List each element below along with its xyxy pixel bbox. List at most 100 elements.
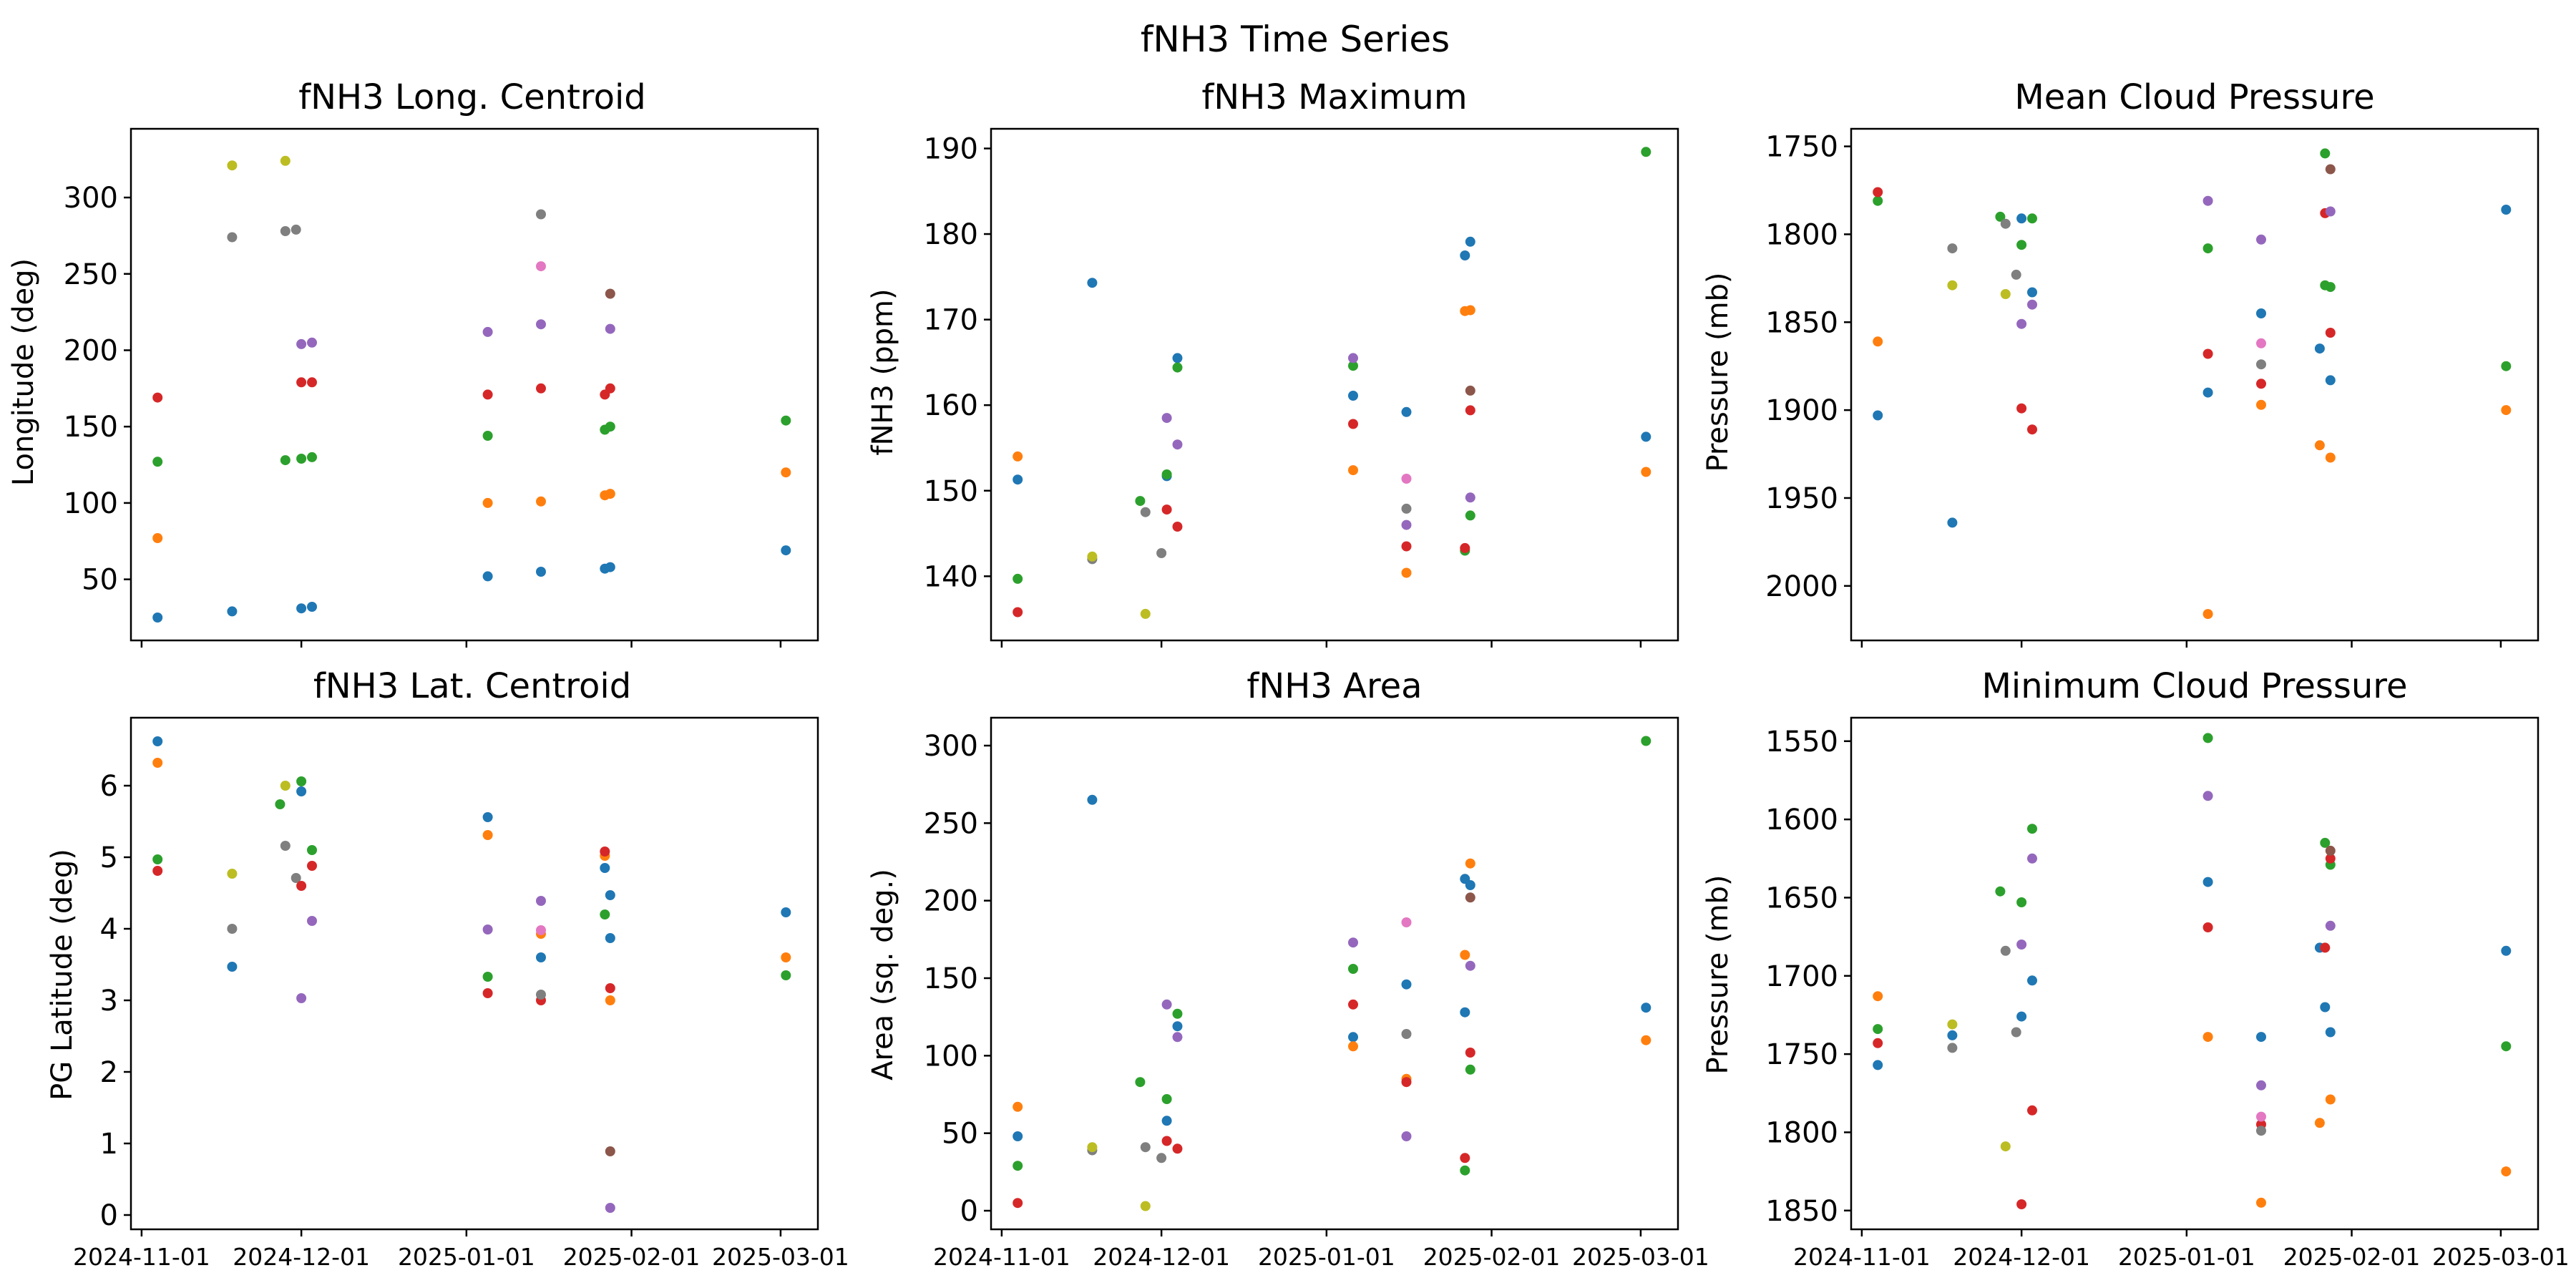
data-point bbox=[2256, 399, 2266, 410]
y-axis-label: fNH3 (ppm) bbox=[867, 288, 899, 455]
data-point bbox=[152, 392, 163, 403]
data-point bbox=[1641, 1002, 1652, 1013]
x-tick-label: 2024-11-01 bbox=[1793, 1243, 1931, 1271]
y-tick-label: 250 bbox=[924, 807, 978, 840]
data-point bbox=[2314, 1118, 2325, 1128]
data-point bbox=[280, 841, 291, 851]
subplot-mean-cloud-pressure: Mean Cloud Pressure Pressure (mb) 1750 18… bbox=[1702, 77, 2540, 648]
data-point bbox=[152, 736, 163, 746]
data-point bbox=[2314, 440, 2325, 451]
axis-ticks: 50 100 150 200 250 300 bbox=[64, 182, 782, 648]
data-point bbox=[536, 952, 546, 962]
scatter-points bbox=[152, 155, 791, 623]
data-point bbox=[1465, 1064, 1475, 1075]
data-point bbox=[1460, 1165, 1470, 1176]
data-point bbox=[296, 993, 307, 1003]
subplot-lon-centroid: fNH3 Long. Centroid Longitude (deg) 50 10… bbox=[7, 77, 819, 648]
x-tick-label: 2025-02-01 bbox=[1423, 1243, 1561, 1271]
data-point bbox=[1460, 250, 1470, 260]
y-tick-label: 5 bbox=[100, 841, 118, 874]
data-point bbox=[280, 226, 291, 236]
data-point bbox=[1401, 979, 1412, 990]
data-point bbox=[536, 496, 546, 507]
axis-ticks: 140 150 160 170 180 190 bbox=[924, 133, 1642, 648]
y-tick-label: 150 bbox=[64, 411, 118, 444]
data-point bbox=[280, 455, 291, 466]
x-tick-label: 2024-12-01 bbox=[1093, 1243, 1230, 1271]
y-tick-label: 1700 bbox=[1765, 960, 1838, 993]
data-point bbox=[1873, 991, 1883, 1002]
data-point bbox=[2501, 945, 2512, 956]
y-tick-label: 1800 bbox=[1765, 1116, 1838, 1149]
plot-frame bbox=[990, 716, 1679, 1231]
data-point bbox=[1460, 1007, 1470, 1018]
y-tick-label: 160 bbox=[924, 389, 978, 422]
data-point bbox=[2325, 282, 2336, 293]
data-point bbox=[2325, 1094, 2336, 1105]
data-point bbox=[2501, 1041, 2512, 1052]
data-point bbox=[2027, 424, 2037, 435]
data-point bbox=[227, 962, 238, 972]
y-tick-label: 300 bbox=[924, 730, 978, 763]
data-point bbox=[1465, 892, 1475, 903]
data-point bbox=[1401, 917, 1412, 927]
data-point bbox=[2256, 359, 2266, 370]
data-point bbox=[280, 781, 291, 791]
data-point bbox=[1641, 431, 1652, 442]
data-point bbox=[1161, 1116, 1172, 1126]
data-point bbox=[2325, 206, 2336, 217]
data-point bbox=[2325, 164, 2336, 175]
data-point bbox=[1161, 469, 1172, 479]
data-point bbox=[1140, 507, 1151, 517]
data-point bbox=[781, 467, 791, 478]
data-point bbox=[2202, 609, 2213, 620]
data-point bbox=[291, 224, 301, 235]
data-point bbox=[1348, 964, 1358, 974]
data-point bbox=[1140, 1201, 1151, 1211]
data-point bbox=[1465, 405, 1475, 416]
data-point bbox=[2027, 824, 2037, 834]
data-point bbox=[152, 866, 163, 876]
data-point bbox=[1465, 510, 1475, 521]
x-tick-label: 2025-03-01 bbox=[1572, 1243, 1709, 1271]
data-point bbox=[1873, 195, 1883, 206]
data-point bbox=[307, 916, 317, 926]
y-tick-label: 150 bbox=[924, 475, 978, 508]
data-point bbox=[1348, 419, 1358, 429]
data-point bbox=[227, 606, 238, 617]
data-point bbox=[2027, 1105, 2037, 1116]
y-axis-label: Pressure (mb) bbox=[1702, 874, 1735, 1074]
data-point bbox=[1401, 503, 1412, 514]
data-point bbox=[1087, 1142, 1098, 1153]
y-tick-label: 3 bbox=[100, 985, 118, 1018]
data-point bbox=[1465, 880, 1475, 890]
data-point bbox=[1013, 451, 1023, 462]
y-axis-label: Longitude (deg) bbox=[7, 258, 40, 486]
x-tick-label: 2024-11-01 bbox=[73, 1243, 210, 1271]
axis-ticks: 1750 1800 1850 1900 1950 2000 bbox=[1765, 131, 2502, 648]
y-tick-label: 1650 bbox=[1765, 882, 1838, 914]
scatter-points bbox=[1013, 147, 1652, 619]
panel-title: fNH3 Area bbox=[1246, 666, 1422, 706]
y-axis-label: PG Latitude (deg) bbox=[46, 849, 79, 1101]
data-point bbox=[2011, 1027, 2021, 1038]
data-point bbox=[2256, 338, 2266, 348]
data-point bbox=[296, 603, 307, 614]
x-tick-label: 2024-11-01 bbox=[933, 1243, 1070, 1271]
data-point bbox=[1947, 280, 1958, 291]
data-point bbox=[1172, 1008, 1183, 1019]
data-point bbox=[2256, 1080, 2266, 1091]
x-tick-label: 2025-03-01 bbox=[2432, 1243, 2570, 1271]
y-tick-label: 6 bbox=[100, 770, 118, 803]
data-point bbox=[1401, 474, 1412, 484]
data-point bbox=[2202, 243, 2213, 254]
data-point bbox=[296, 454, 307, 464]
data-point bbox=[536, 319, 546, 330]
data-point bbox=[1161, 999, 1172, 1010]
data-point bbox=[605, 890, 615, 900]
data-point bbox=[1947, 1043, 1958, 1053]
data-point bbox=[307, 861, 317, 871]
data-point bbox=[482, 924, 493, 935]
y-tick-label: 190 bbox=[924, 133, 978, 166]
data-point bbox=[296, 377, 307, 388]
